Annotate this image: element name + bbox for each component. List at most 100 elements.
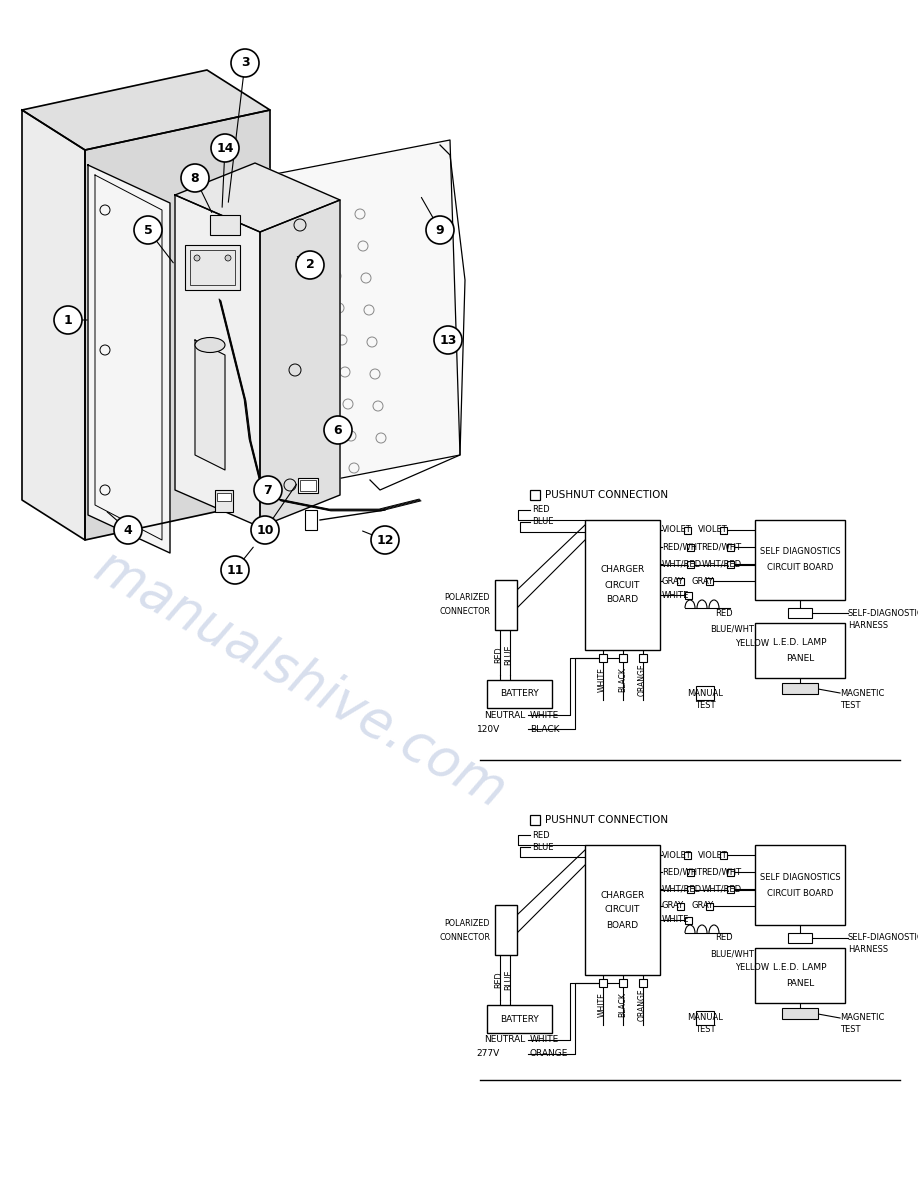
Text: PANEL: PANEL: [786, 979, 814, 988]
Text: NEUTRAL: NEUTRAL: [484, 1036, 525, 1044]
Text: 6: 6: [333, 423, 342, 436]
Text: SELF-DIAGNOSTICS: SELF-DIAGNOSTICS: [848, 934, 918, 942]
Polygon shape: [88, 165, 170, 552]
Text: BATTERY: BATTERY: [500, 1015, 539, 1024]
Text: WHT/RED: WHT/RED: [662, 885, 702, 893]
Circle shape: [114, 516, 142, 544]
Bar: [495, 905, 517, 955]
Bar: [495, 580, 517, 630]
Text: 5: 5: [143, 223, 152, 236]
Bar: [788, 608, 812, 618]
Text: RED/WHT: RED/WHT: [662, 867, 702, 877]
Text: WHITE: WHITE: [662, 590, 689, 600]
Text: BOARD: BOARD: [607, 595, 639, 605]
Text: manualshive.com: manualshive.com: [85, 541, 515, 819]
Text: BLUE: BLUE: [505, 969, 513, 991]
Bar: [687, 561, 694, 568]
Text: WHT/RED: WHT/RED: [662, 560, 702, 569]
Text: WHITE: WHITE: [662, 916, 689, 924]
Bar: [619, 655, 626, 662]
Text: CHARGER: CHARGER: [600, 891, 644, 899]
Polygon shape: [270, 140, 460, 489]
Circle shape: [134, 216, 162, 244]
Ellipse shape: [195, 337, 225, 353]
Text: CIRCUIT: CIRCUIT: [605, 905, 640, 915]
Text: 11: 11: [226, 563, 244, 576]
Text: MAGNETIC: MAGNETIC: [840, 1013, 884, 1023]
Bar: [720, 852, 726, 859]
Text: L.E.D. LAMP: L.E.D. LAMP: [773, 963, 827, 972]
Text: GRAY: GRAY: [691, 576, 713, 586]
Bar: [300, 480, 316, 491]
Text: HARNESS: HARNESS: [848, 620, 888, 630]
Circle shape: [251, 516, 279, 544]
Bar: [782, 1007, 818, 1019]
Text: BLUE: BLUE: [505, 645, 513, 665]
Bar: [726, 885, 733, 892]
Text: NEUTRAL: NEUTRAL: [484, 710, 525, 720]
Text: BATTERY: BATTERY: [500, 689, 539, 699]
Polygon shape: [175, 163, 340, 232]
Bar: [190, 249, 235, 285]
Bar: [530, 489, 540, 500]
Bar: [599, 979, 607, 987]
Text: CHARGER: CHARGER: [600, 565, 644, 575]
Text: BLACK: BLACK: [618, 668, 627, 693]
Text: SELF DIAGNOSTICS: SELF DIAGNOSTICS: [760, 872, 840, 881]
Text: BLACK: BLACK: [618, 992, 627, 1017]
Text: 12: 12: [376, 533, 394, 546]
Bar: [755, 520, 845, 600]
Bar: [585, 845, 660, 975]
Polygon shape: [85, 110, 270, 541]
Bar: [684, 852, 690, 859]
Bar: [639, 979, 646, 987]
Bar: [599, 655, 607, 662]
Text: WHITE: WHITE: [598, 668, 607, 693]
Text: RED/WHT: RED/WHT: [701, 867, 742, 877]
Text: MANUAL: MANUAL: [687, 689, 723, 697]
Text: HARNESS: HARNESS: [848, 946, 888, 954]
Bar: [639, 655, 646, 662]
Text: RED: RED: [532, 506, 550, 514]
Text: BOARD: BOARD: [607, 921, 639, 929]
Bar: [298, 478, 318, 493]
Text: PUSHNUT CONNECTION: PUSHNUT CONNECTION: [545, 489, 668, 500]
Circle shape: [371, 526, 399, 554]
Text: BLUE/WHT: BLUE/WHT: [710, 625, 754, 633]
Bar: [788, 933, 812, 943]
Text: VIOLET: VIOLET: [698, 851, 728, 859]
Text: 13: 13: [440, 334, 456, 347]
Text: RED: RED: [495, 646, 503, 663]
Text: RED: RED: [715, 608, 733, 618]
Text: TEST: TEST: [695, 1025, 715, 1035]
Text: RED/WHT: RED/WHT: [701, 543, 742, 551]
Text: BLUE: BLUE: [532, 842, 554, 852]
Bar: [755, 948, 845, 1003]
Text: PUSHNUT CONNECTION: PUSHNUT CONNECTION: [545, 815, 668, 824]
Bar: [687, 543, 694, 550]
Text: RED: RED: [715, 934, 733, 942]
Text: 120V: 120V: [476, 725, 500, 733]
Text: YELLOW: YELLOW: [735, 638, 769, 647]
Polygon shape: [260, 200, 340, 527]
Bar: [685, 592, 691, 599]
Bar: [215, 489, 233, 512]
Bar: [619, 979, 626, 987]
Polygon shape: [195, 340, 225, 470]
Text: POLARIZED: POLARIZED: [444, 918, 490, 928]
Circle shape: [296, 251, 324, 279]
Text: RED: RED: [495, 972, 503, 988]
Text: SELF DIAGNOSTICS: SELF DIAGNOSTICS: [760, 548, 840, 556]
Circle shape: [54, 307, 82, 334]
Bar: [210, 215, 240, 235]
Circle shape: [434, 326, 462, 354]
Bar: [487, 680, 552, 708]
Text: CIRCUIT: CIRCUIT: [605, 581, 640, 589]
Circle shape: [221, 556, 249, 584]
Text: ORANGE: ORANGE: [530, 1049, 568, 1059]
Text: VIOLET: VIOLET: [698, 525, 728, 535]
Text: 3: 3: [241, 57, 250, 70]
Circle shape: [211, 134, 239, 162]
Text: L.E.D. LAMP: L.E.D. LAMP: [773, 638, 827, 647]
Bar: [185, 245, 240, 290]
